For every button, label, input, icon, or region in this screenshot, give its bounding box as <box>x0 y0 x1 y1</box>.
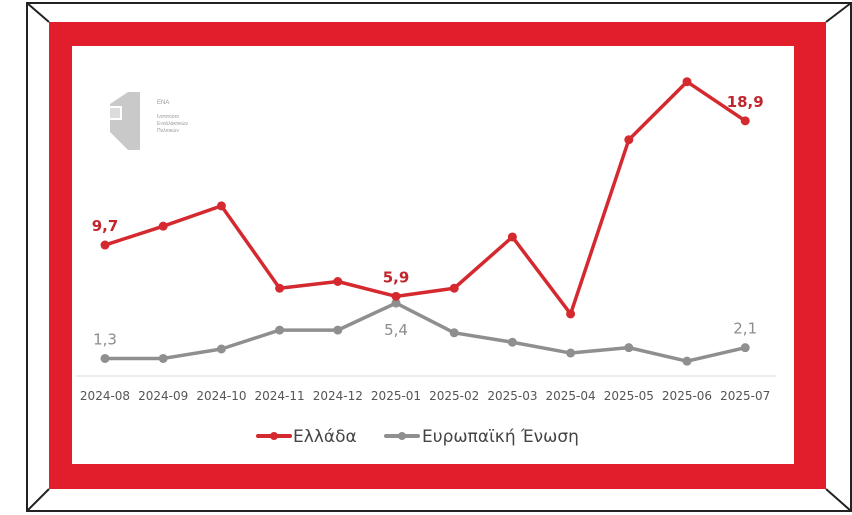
data-point-eu[interactable] <box>624 343 634 353</box>
data-point-eu[interactable] <box>216 344 226 354</box>
data-point-greece[interactable] <box>566 309 576 319</box>
logo-line-1: Ινστιτούτο <box>157 113 179 120</box>
data-label-greece: 5,9 <box>383 268 410 286</box>
x-tick-label: 2025-05 <box>604 389 654 403</box>
data-point-greece[interactable] <box>682 77 692 87</box>
logo: ΕΝΑ Ινστιτούτο Εναλλακτικών Πολιτικών <box>110 92 188 150</box>
data-point-eu[interactable] <box>507 337 517 347</box>
x-tick-label: 2025-06 <box>662 389 712 403</box>
x-tick-label: 2025-07 <box>720 389 770 403</box>
data-point-eu[interactable] <box>391 298 401 308</box>
corner-line-bl <box>26 488 50 512</box>
data-point-eu[interactable] <box>275 325 285 335</box>
legend-marker-greece <box>270 432 278 440</box>
data-point-eu[interactable] <box>740 343 750 353</box>
data-point-greece[interactable] <box>624 135 634 145</box>
x-tick-label: 2025-01 <box>371 389 421 403</box>
data-point-greece[interactable] <box>391 291 401 301</box>
x-tick-label: 2025-03 <box>487 389 537 403</box>
logo-mark-icon <box>110 92 140 150</box>
data-point-greece[interactable] <box>449 283 459 293</box>
series-line-greece <box>104 79 747 316</box>
x-tick-label: 2024-10 <box>196 389 246 403</box>
legend-item-eu[interactable]: Ευρωπαϊκή Ένωση <box>384 427 579 447</box>
data-label-greece: 9,7 <box>92 217 119 235</box>
logo-title: ΕΝΑ <box>157 100 169 106</box>
logo-line-3: Πολιτικών <box>157 127 179 134</box>
data-point-greece[interactable] <box>740 116 750 126</box>
data-point-eu[interactable] <box>449 328 459 338</box>
legend: Ελλάδα Ευρωπαϊκή Ένωση <box>256 427 579 447</box>
data-point-greece[interactable] <box>158 221 168 231</box>
data-point-greece[interactable] <box>333 277 343 286</box>
logo-line-2: Εναλλακτικών <box>157 120 188 127</box>
legend-item-greece[interactable]: Ελλάδα <box>256 427 357 447</box>
data-point-greece[interactable] <box>100 240 110 250</box>
legend-label-eu: Ευρωπαϊκή Ένωση <box>422 427 579 447</box>
x-tick-label: 2024-11 <box>255 389 305 403</box>
x-tick-label: 2025-02 <box>429 389 479 403</box>
series-layer <box>100 77 750 366</box>
corner-line-tr <box>825 2 852 23</box>
data-point-eu[interactable] <box>566 348 576 358</box>
data-label-eu: 1,3 <box>93 330 117 348</box>
data-point-eu[interactable] <box>100 353 110 363</box>
x-tick-labels: 2024-08 2024-09 2024-10 2024-11 2024-12 2025-… <box>80 389 770 403</box>
legend-marker-eu <box>398 432 406 440</box>
data-point-greece[interactable] <box>275 283 285 293</box>
data-label-greece: 18,9 <box>727 93 764 111</box>
x-tick-label: 2025-04 <box>546 389 596 403</box>
data-label-eu: 2,1 <box>733 320 757 338</box>
data-labels: 9,7 5,9 18,9 1,3 5,4 2,1 <box>92 93 764 349</box>
legend-label-greece: Ελλάδα <box>293 427 357 447</box>
data-point-eu[interactable] <box>333 325 343 335</box>
data-point-eu[interactable] <box>158 353 168 363</box>
x-tick-label: 2024-12 <box>313 389 363 403</box>
series-line-eu <box>105 301 746 363</box>
corner-line-br <box>825 488 852 512</box>
x-tick-label: 2024-08 <box>80 389 130 403</box>
x-tick-label: 2024-09 <box>138 389 188 403</box>
data-point-greece[interactable] <box>216 201 226 211</box>
corner-line-tl <box>26 2 50 23</box>
data-label-eu: 5,4 <box>384 321 408 339</box>
plot-panel <box>72 46 794 464</box>
data-point-eu[interactable] <box>682 356 692 366</box>
logo-mark-notch <box>110 108 120 118</box>
data-point-greece[interactable] <box>507 232 517 242</box>
